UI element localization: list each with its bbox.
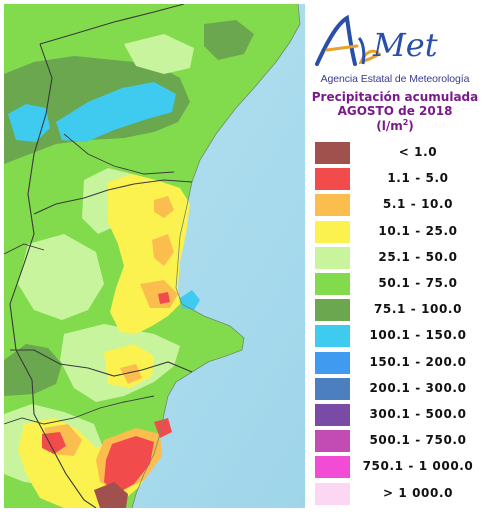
legend-label: 25.1 - 50.0 (378, 249, 458, 264)
legend-swatch (315, 220, 350, 243)
zone-25-50-e (124, 34, 194, 74)
legend-item: 10.1 - 25.0 (307, 219, 483, 245)
legend-label: 100.1 - 150.0 (369, 328, 467, 343)
legend-item: 100.1 - 150.0 (307, 323, 483, 349)
legend-item: 200.1 - 300.0 (307, 376, 483, 402)
legend-swatch (315, 377, 350, 400)
legend-title: Precipitación acumulada (311, 90, 479, 104)
province-border-valencia-alicante (10, 349, 193, 377)
coastline (131, 4, 301, 508)
legend-swatch (315, 168, 350, 191)
zone-1-5-b (42, 432, 66, 454)
legend-panel: Met Agencia Estatal de Meteorología Prec… (307, 4, 483, 508)
legend-swatch (315, 404, 350, 426)
legend-swatch (315, 246, 350, 269)
legend-swatch (315, 456, 350, 479)
zone-1-5-d (154, 418, 172, 438)
precipitation-map (4, 4, 305, 508)
map-svg (4, 4, 305, 508)
legend-label: 10.1 - 25.0 (378, 223, 458, 238)
legend-swatch (315, 482, 350, 505)
region-border-north (39, 4, 185, 45)
legend-item: < 1.0 (307, 140, 483, 166)
legend-item: 300.1 - 500.0 (307, 402, 483, 428)
zone-100-150-coast (180, 290, 200, 310)
legend-period: AGOSTO de 2018 (337, 104, 453, 118)
legend-swatch (315, 142, 350, 164)
zone-lt1 (94, 482, 128, 508)
legend-swatch (315, 299, 350, 322)
legend-swatch (315, 430, 350, 453)
legend-label: > 1 000.0 (382, 485, 454, 500)
legend-label: 75.1 - 100.0 (373, 302, 463, 317)
province-border-castellon-valencia (33, 179, 193, 215)
zone-75-100-ne (204, 20, 254, 60)
legend-item: 25.1 - 50.0 (307, 245, 483, 271)
legend-item: 1.1 - 5.0 (307, 166, 483, 192)
legend-item: 50.1 - 75.0 (307, 271, 483, 297)
legend-label: < 1.0 (398, 145, 438, 159)
legend-item: 750.1 - 1 000.0 (307, 454, 483, 480)
legend-item: > 1 000.0 (307, 481, 483, 507)
legend-swatch (315, 351, 350, 374)
zone-1-5-a (104, 436, 154, 494)
legend-label: 50.1 - 75.0 (378, 276, 458, 290)
legend-swatch (315, 325, 350, 348)
internal-border-b (4, 243, 45, 255)
legend-label: 1.1 - 5.0 (387, 171, 449, 186)
legend-label: 5.1 - 10.0 (382, 197, 454, 212)
aemet-logo-graphic: Met (315, 14, 438, 66)
logo-text: Met (372, 26, 438, 64)
zone-1-5-c (158, 292, 170, 304)
legend-label: 200.1 - 300.0 (369, 380, 467, 395)
aemet-logo: Met (313, 12, 473, 72)
legend-swatch (315, 273, 350, 295)
legend-item: 75.1 - 100.0 (307, 297, 483, 323)
legend-label: 500.1 - 750.0 (369, 433, 467, 448)
zone-5-10-a (154, 196, 174, 218)
zone-100-150-west (8, 104, 50, 142)
agency-name: Agencia Estatal de Meteorología (320, 73, 470, 85)
legend-item: 150.1 - 200.0 (307, 350, 483, 376)
internal-border-a (63, 133, 175, 175)
zone-25-50-b (18, 234, 104, 320)
region-border-west (9, 43, 97, 508)
legend-swatch (315, 194, 350, 217)
zone-100-150-center (56, 82, 176, 142)
internal-border-c (4, 395, 155, 425)
zone-5-10-b (152, 234, 174, 266)
legend-units: (l/m2) (376, 118, 414, 134)
legend-label: 750.1 - 1 000.0 (362, 459, 474, 474)
zone-5-10-f (120, 364, 142, 384)
legend-label: 150.1 - 200.0 (369, 354, 467, 369)
legend-item: 5.1 - 10.0 (307, 192, 483, 218)
legend-item: 500.1 - 750.0 (307, 428, 483, 454)
legend-label: 300.1 - 500.0 (369, 407, 467, 421)
